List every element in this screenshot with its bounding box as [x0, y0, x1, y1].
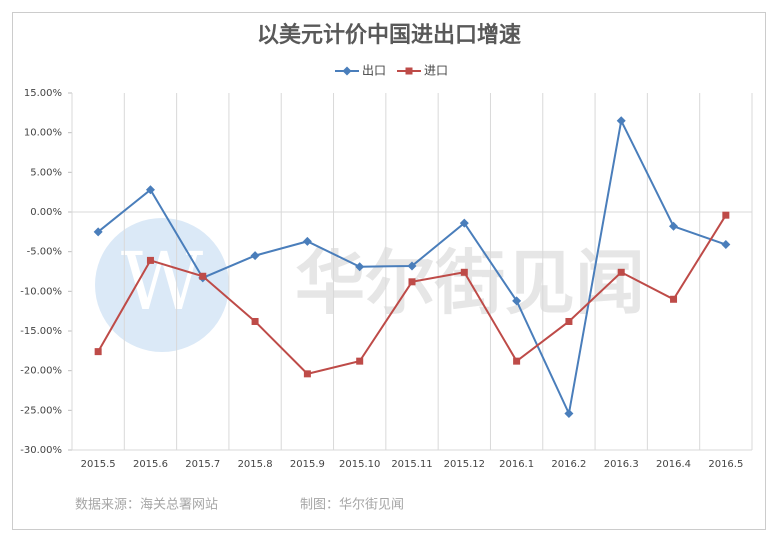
point — [616, 116, 626, 126]
point — [407, 261, 417, 271]
x-tick-label: 2015.12 — [444, 459, 485, 470]
point — [145, 185, 155, 195]
x-tick-label: 2016.5 — [708, 459, 743, 470]
point — [670, 295, 678, 303]
x-tick-label: 2015.5 — [81, 459, 116, 470]
point — [302, 236, 312, 246]
x-tick-label: 2015.8 — [238, 459, 273, 470]
x-tick-label: 2015.9 — [290, 459, 325, 470]
source: 数据来源：海关总署网站 — [75, 498, 218, 513]
y-tick-label: 0.00% — [30, 207, 62, 218]
legend-label: 出口 — [362, 64, 386, 78]
point — [146, 256, 154, 264]
point — [250, 251, 260, 261]
x-tick-label: 2015.6 — [133, 459, 168, 470]
x-tick-label: 2016.4 — [656, 459, 691, 470]
watermark-logo-letter: W — [121, 235, 203, 328]
x-tick-label: 2015.7 — [185, 459, 220, 470]
point — [356, 357, 364, 365]
point — [460, 268, 468, 276]
point — [459, 218, 469, 228]
point — [93, 227, 103, 237]
y-tick-label: -25.00% — [20, 405, 62, 416]
credit: 制图：华尔街见闻 — [300, 498, 404, 513]
y-tick-label: -10.00% — [20, 286, 62, 297]
point — [722, 211, 730, 219]
point — [355, 262, 365, 272]
point — [94, 348, 102, 356]
legend-marker — [342, 66, 352, 76]
point — [564, 409, 574, 419]
x-tick-label: 2015.10 — [339, 459, 380, 470]
legend-marker — [405, 67, 413, 75]
point — [721, 240, 731, 250]
y-tick-label: 10.00% — [24, 128, 62, 139]
point — [512, 296, 522, 306]
watermark-logo — [95, 218, 229, 352]
point — [617, 268, 625, 276]
y-tick-label: 15.00% — [24, 88, 62, 99]
y-tick-label: -15.00% — [20, 326, 62, 337]
point — [199, 272, 207, 280]
x-tick-label: 2015.11 — [391, 459, 432, 470]
point — [303, 370, 311, 378]
x-tick-label: 2016.2 — [551, 459, 586, 470]
y-tick-label: -5.00% — [27, 247, 62, 258]
x-tick-label: 2016.3 — [604, 459, 639, 470]
point — [408, 278, 416, 286]
y-tick-label: 5.00% — [30, 167, 62, 178]
y-tick-label: -30.00% — [20, 445, 62, 456]
x-tick-label: 2016.1 — [499, 459, 534, 470]
point — [513, 357, 521, 365]
legend-label: 进口 — [424, 64, 448, 78]
y-tick-label: -20.00% — [20, 366, 62, 377]
chart-title: 以美元计价中国进出口增速 — [257, 22, 521, 48]
point — [251, 317, 259, 325]
point — [565, 317, 573, 325]
point — [669, 221, 679, 231]
